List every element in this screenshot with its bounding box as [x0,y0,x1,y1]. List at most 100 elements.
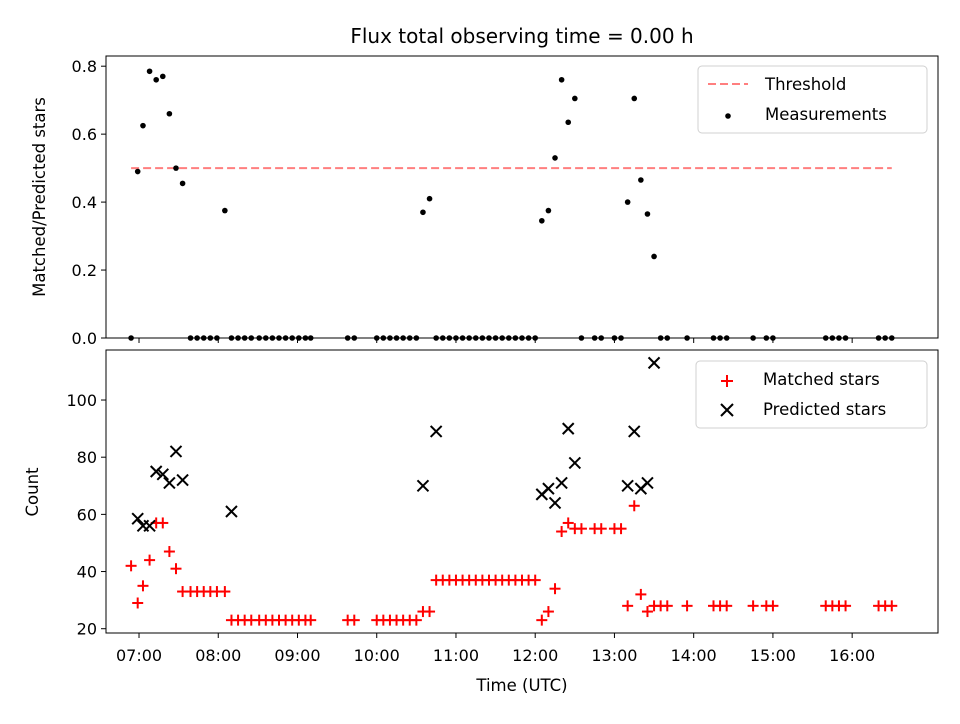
matched-points [125,500,898,626]
measurement-point [276,335,282,341]
measurement-point [624,199,631,205]
measurement-point [453,335,459,341]
measurement-point [558,76,565,83]
matched-point [348,614,360,626]
measurement-point [644,211,651,217]
measurement-point [173,165,179,171]
measurement-point [400,335,406,341]
matched-point [536,614,548,626]
measurement-point [214,335,220,341]
x-tick-label: 09:00 [274,646,320,665]
top-y-tick-label: 0.6 [72,125,97,144]
top-y-tick-label: 0.8 [72,57,97,76]
legend-predicted-label: Predicted stars [763,400,886,419]
measurement-point [836,335,842,341]
measurement-point [166,110,173,117]
measurement-point [657,335,664,341]
measurement-point [770,335,776,341]
measurement-point [578,335,585,341]
predicted-point [562,422,575,435]
top-y-tick-label: 0.2 [72,261,97,280]
measurement-point [459,335,466,341]
measurement-point [153,76,159,83]
predicted-point [416,479,430,492]
x-tick-label: 13:00 [591,646,637,665]
measurement-point [882,335,888,341]
predicted-point [169,445,183,458]
measurement-point [651,253,657,260]
bottom-y-axis-label: Count [23,467,42,517]
predicted-point [225,505,238,518]
predicted-point [156,468,169,481]
measurement-point [565,119,572,126]
x-tick-label: 07:00 [116,646,162,665]
predicted-points [131,356,661,533]
x-tick-label: 08:00 [195,646,241,665]
legend-threshold-label: Threshold [764,75,846,94]
measurement-point [875,335,882,341]
measurement-point [472,335,479,341]
measurement-point [256,335,262,341]
measurement-point [842,335,849,341]
measurement-point [822,335,829,341]
measurement-point [479,335,486,341]
measurement-point [140,122,146,129]
measurement-point [598,335,605,341]
matched-point [575,523,587,535]
matched-point [595,523,607,535]
bottom-panel: 20 40 60 80 100 07:00 08:00 09:00 10:00 11:00 12:… [23,349,939,665]
x-tick-label: 11:00 [433,646,479,665]
bottom-y-tick-label: 80 [77,448,97,467]
measurement-point [207,335,214,341]
measurement-point [829,335,836,341]
measurement-point [187,335,194,341]
matched-point [305,614,317,626]
measurement-point [466,335,472,341]
measurement-point [631,95,638,102]
measurement-point [532,335,539,341]
measurement-point [638,177,644,183]
measurement-point [717,335,723,341]
bottom-y-ticks: 20 40 60 80 100 [66,391,106,639]
measurement-point [307,335,314,341]
matched-point [549,583,561,595]
matched-point [840,600,852,612]
matched-point [628,500,640,512]
matched-point [622,600,634,612]
matched-point [556,526,568,538]
predicted-point [429,425,443,438]
predicted-point [568,456,582,470]
predicted-point [143,519,156,533]
top-legend-box [697,65,928,134]
legend-measurements-swatch [725,113,731,119]
measurement-point [194,335,200,341]
measurement-point [723,335,730,341]
top-panel: 0.00.20.40.60.8 Matched/Predicted stars … [30,55,939,348]
matched-point [635,588,647,600]
top-y-axis-label: Matched/Predicted stars [30,97,49,297]
measurement-point [492,335,499,341]
top-legend: Threshold Measurements [697,65,928,134]
x-tick-label: 14:00 [671,646,717,665]
measurement-point [282,335,289,341]
predicted-point [542,482,555,495]
measurement-point [289,335,296,341]
measurement-point [763,335,770,341]
predicted-point [176,473,189,487]
measurement-point [486,335,492,341]
predicted-point [163,476,176,490]
matched-point [562,517,574,529]
top-y-tick-label: 0.4 [72,193,97,212]
measurement-point [618,335,624,341]
measurement-point [200,335,207,341]
x-tick-label: 16:00 [829,646,875,665]
measurement-point [344,335,351,341]
measurement-point [159,73,166,80]
bottom-legend-box [695,360,928,429]
measurement-point [684,335,690,341]
bottom-y-tick-label: 100 [66,391,97,410]
measurement-point [525,335,532,341]
matched-point [170,563,182,575]
measurement-point [128,335,134,341]
